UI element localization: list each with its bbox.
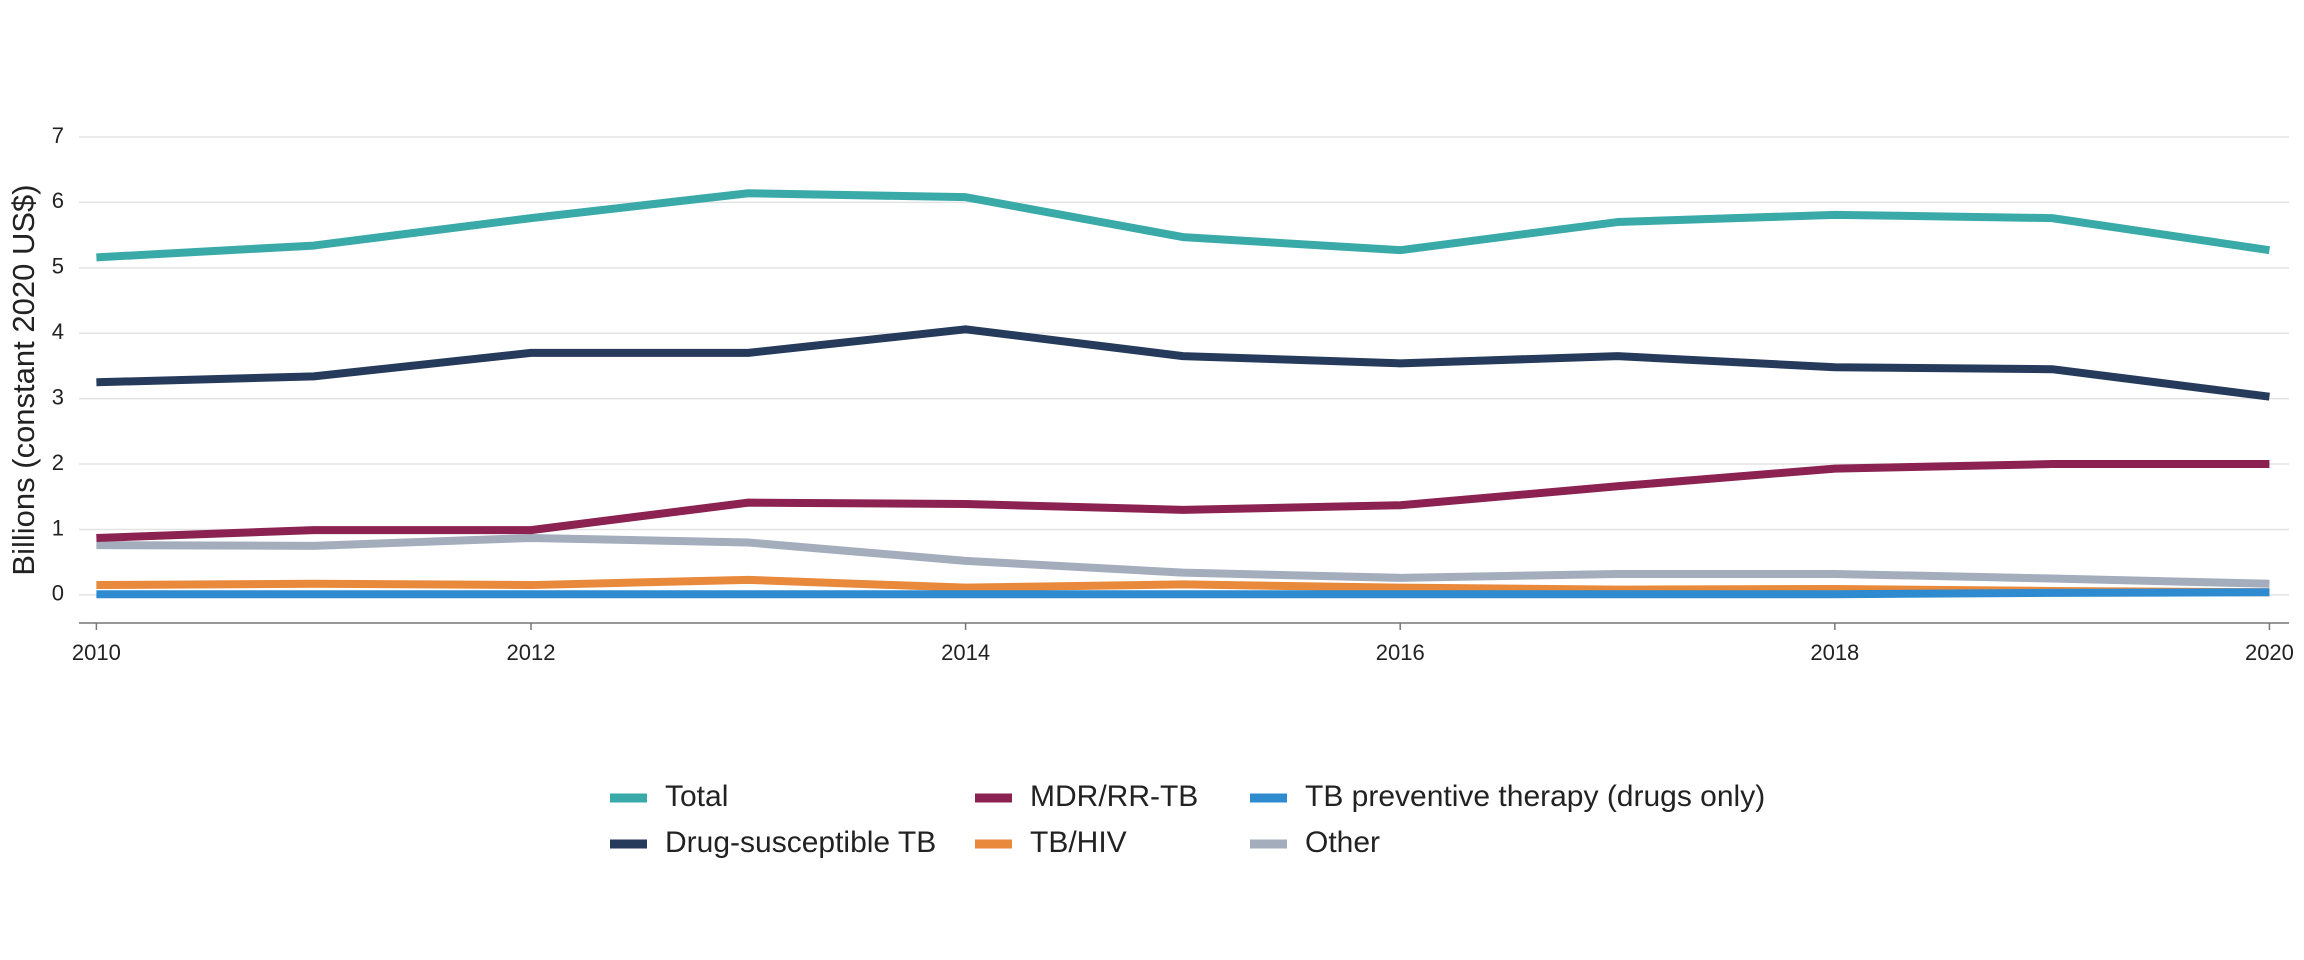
line-series: [96, 189, 2271, 262]
legend-label: Drug-susceptible TB: [665, 826, 936, 859]
x-tick-label: 2018: [1810, 640, 1859, 665]
x-tick-label: 2016: [1376, 640, 1425, 665]
y-tick-label: 7: [52, 123, 64, 148]
legend-label: MDR/RR-TB: [1030, 780, 1198, 813]
x-tick-label: 2010: [72, 640, 121, 665]
line-series: [96, 325, 2270, 401]
x-tick-label: 2014: [941, 640, 990, 665]
y-tick-label: 2: [52, 450, 64, 475]
y-axis-label: Billions (constant 2020 US$): [6, 184, 41, 575]
x-tick-label: 2020: [2245, 640, 2294, 665]
line-series: [96, 575, 2270, 597]
legend-label: Other: [1305, 826, 1380, 859]
y-tick-label: 6: [52, 188, 64, 213]
legend-label: TB/HIV: [1030, 826, 1127, 859]
line-series: [96, 588, 2270, 599]
y-tick-label: 4: [52, 319, 64, 344]
y-tick-label: 3: [52, 384, 64, 409]
y-tick-label: 5: [52, 254, 64, 279]
legend-label: TB preventive therapy (drugs only): [1305, 780, 1765, 813]
line-series: [96, 533, 2270, 588]
line-series: [96, 460, 2270, 542]
y-tick-label: 0: [52, 581, 64, 606]
x-tick-label: 2012: [507, 640, 556, 665]
legend-label: Total: [665, 780, 728, 813]
y-tick-label: 1: [52, 515, 64, 540]
